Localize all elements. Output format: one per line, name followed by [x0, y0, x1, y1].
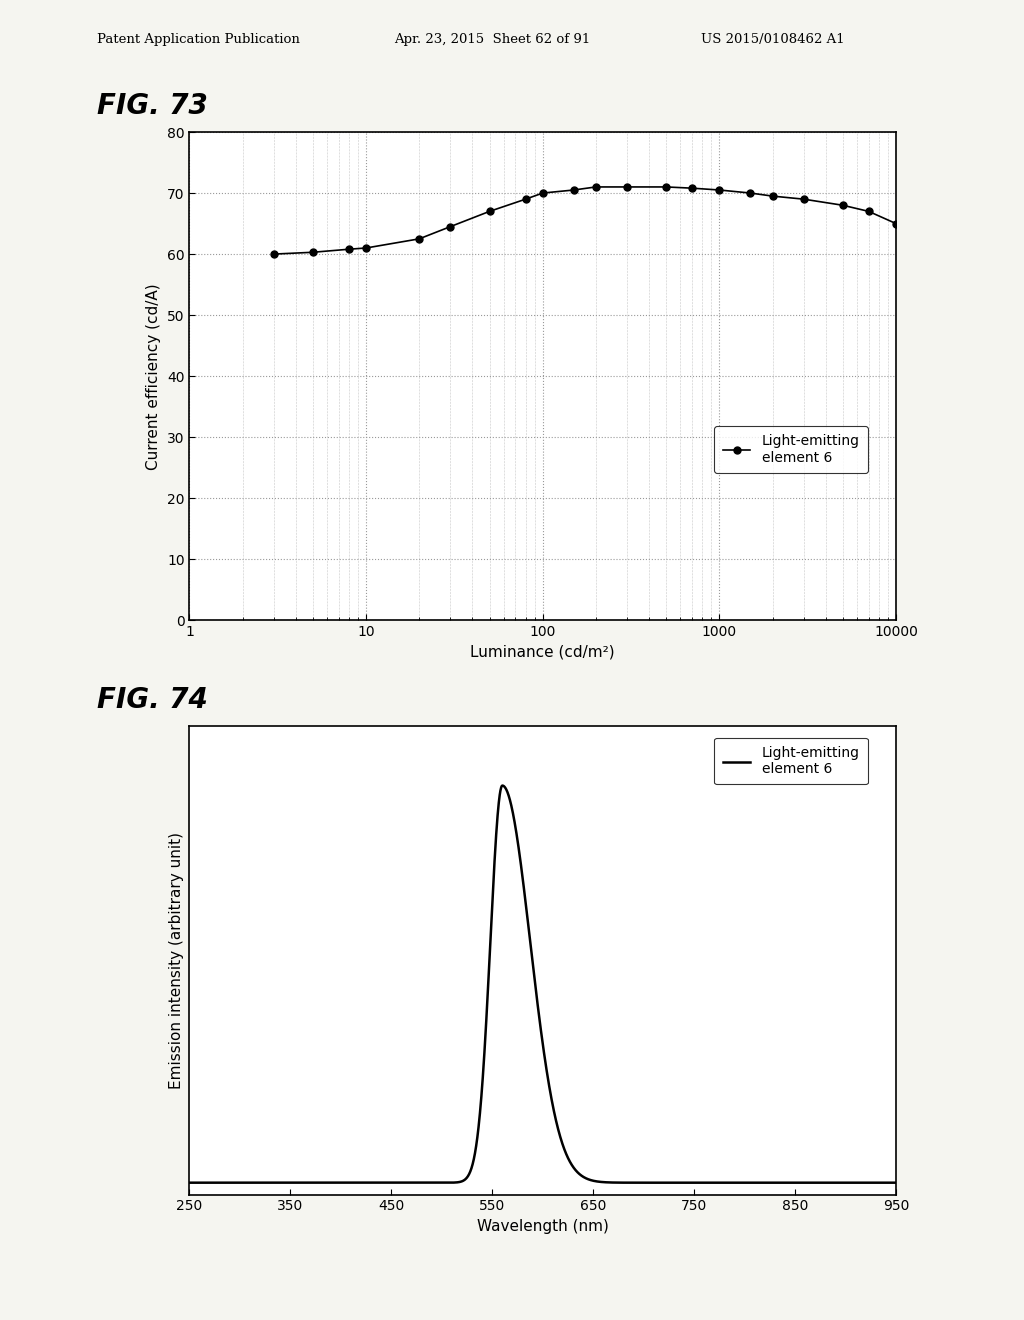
Light-emitting
element 6: [837, 197, 849, 213]
Text: FIG. 74: FIG. 74: [97, 686, 208, 714]
Text: US 2015/0108462 A1: US 2015/0108462 A1: [701, 33, 845, 46]
Legend: Light-emitting
element 6: Light-emitting element 6: [715, 426, 868, 473]
Light-emitting
element 6: [686, 181, 698, 197]
Light-emitting
element 6: [413, 231, 425, 247]
Line: Light-emitting
element 6: Light-emitting element 6: [270, 183, 899, 257]
Light-emitting
element 6: [713, 182, 725, 198]
Light-emitting
element 6: [537, 185, 549, 201]
Y-axis label: Emission intensity (arbitrary unit): Emission intensity (arbitrary unit): [169, 832, 184, 1089]
Light-emitting
element 6: [307, 244, 319, 260]
Light-emitting
element 6: [621, 180, 633, 195]
Text: Apr. 23, 2015  Sheet 62 of 91: Apr. 23, 2015 Sheet 62 of 91: [394, 33, 591, 46]
Light-emitting
element 6: [798, 191, 810, 207]
Light-emitting
element 6: [890, 215, 902, 231]
Legend: Light-emitting
element 6: Light-emitting element 6: [715, 738, 868, 784]
Light-emitting
element 6: [483, 203, 496, 219]
Light-emitting
element 6: [800, 1175, 812, 1191]
Light-emitting
element 6: [590, 180, 602, 195]
Light-emitting
element 6: [264, 1175, 276, 1191]
Light-emitting
element 6: [306, 1175, 318, 1191]
Text: Patent Application Publication: Patent Application Publication: [97, 33, 300, 46]
Light-emitting
element 6: [360, 240, 373, 256]
Light-emitting
element 6: [343, 242, 355, 257]
Light-emitting
element 6: [519, 191, 531, 207]
X-axis label: Wavelength (nm): Wavelength (nm): [477, 1218, 608, 1234]
Y-axis label: Current efficiency (cd/A): Current efficiency (cd/A): [146, 282, 162, 470]
Light-emitting
element 6: [497, 777, 509, 793]
Text: FIG. 73: FIG. 73: [97, 92, 208, 120]
Light-emitting
element 6: [890, 1175, 902, 1191]
Light-emitting
element 6: [877, 1175, 889, 1191]
Light-emitting
element 6: [660, 180, 673, 195]
Light-emitting
element 6: [444, 219, 457, 235]
X-axis label: Luminance (cd/m²): Luminance (cd/m²): [470, 644, 615, 660]
Light-emitting
element 6: [484, 920, 497, 936]
Light-emitting
element 6: [862, 203, 874, 219]
Light-emitting
element 6: [744, 185, 757, 201]
Light-emitting
element 6: [183, 1175, 196, 1191]
Light-emitting
element 6: [766, 189, 778, 205]
Line: Light-emitting
element 6: Light-emitting element 6: [189, 785, 896, 1183]
Light-emitting
element 6: [567, 182, 580, 198]
Light-emitting
element 6: [267, 246, 280, 261]
Light-emitting
element 6: [455, 1173, 467, 1189]
